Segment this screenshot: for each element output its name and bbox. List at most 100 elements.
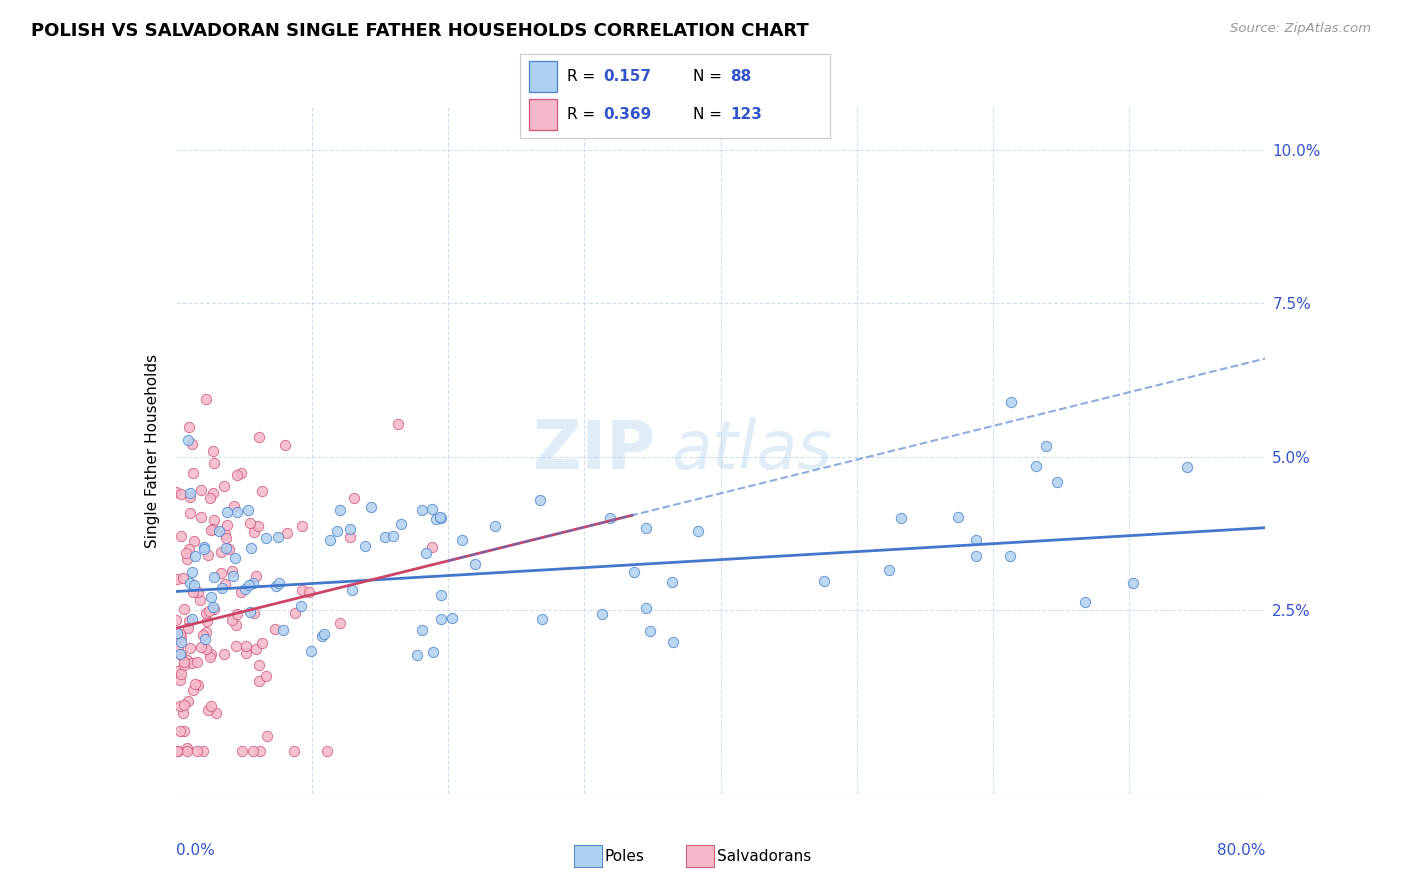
Text: 0.157: 0.157 xyxy=(603,69,652,84)
Bar xyxy=(530,62,557,92)
Point xyxy=(274,437,297,451)
Point xyxy=(315,744,337,758)
Point xyxy=(231,585,253,599)
Point xyxy=(235,639,257,653)
Point xyxy=(184,677,207,691)
Point xyxy=(484,519,506,533)
Point xyxy=(340,583,363,598)
Point xyxy=(247,519,270,533)
Point xyxy=(179,486,201,500)
Point xyxy=(197,549,219,563)
Point xyxy=(173,602,195,616)
Point xyxy=(661,575,683,590)
Point xyxy=(194,632,217,646)
Point xyxy=(183,534,205,549)
Point xyxy=(214,527,236,541)
Text: 0.369: 0.369 xyxy=(603,107,652,122)
Text: R =: R = xyxy=(567,69,600,84)
Point xyxy=(170,630,193,644)
Point xyxy=(339,523,361,537)
Point xyxy=(176,546,198,560)
Point xyxy=(194,641,217,656)
Point xyxy=(291,582,314,597)
Point xyxy=(194,606,217,620)
Point xyxy=(238,578,260,592)
Bar xyxy=(530,99,557,130)
Point xyxy=(208,524,231,538)
Point xyxy=(184,549,207,563)
Point xyxy=(1000,395,1022,409)
Point xyxy=(222,500,245,514)
Point xyxy=(256,729,278,743)
Point xyxy=(173,698,195,713)
Point xyxy=(181,437,204,451)
Point xyxy=(283,744,305,758)
Point xyxy=(273,623,295,637)
Point xyxy=(176,744,198,758)
Point xyxy=(214,541,236,555)
Point xyxy=(166,572,188,586)
Point xyxy=(200,524,222,538)
Point xyxy=(233,582,256,597)
Point xyxy=(225,639,247,653)
Point xyxy=(169,626,191,640)
Point xyxy=(191,628,214,642)
Point xyxy=(221,614,243,628)
Point xyxy=(183,578,205,592)
Point xyxy=(319,533,342,547)
Point xyxy=(946,509,969,524)
Text: N =: N = xyxy=(693,69,727,84)
Point xyxy=(200,647,222,661)
Point xyxy=(181,656,204,670)
Point xyxy=(422,645,444,659)
Point xyxy=(190,510,212,524)
Point xyxy=(181,466,204,480)
Point xyxy=(201,444,224,458)
Point xyxy=(172,706,194,720)
Point xyxy=(169,724,191,739)
Point xyxy=(464,558,486,572)
Point xyxy=(176,551,198,566)
Point xyxy=(243,525,266,540)
Point xyxy=(177,433,200,447)
Point xyxy=(382,529,405,543)
Point xyxy=(186,655,208,669)
Point xyxy=(186,744,208,758)
Point xyxy=(890,511,912,525)
Point xyxy=(247,673,270,688)
Point xyxy=(1122,576,1144,591)
Point xyxy=(173,724,195,739)
Point xyxy=(343,491,366,505)
Point xyxy=(1000,549,1022,563)
Point xyxy=(411,623,433,637)
Point xyxy=(214,531,236,545)
Text: Poles: Poles xyxy=(605,849,644,863)
Point xyxy=(254,669,277,683)
Text: N =: N = xyxy=(693,107,727,122)
Point xyxy=(169,647,191,661)
Point xyxy=(169,487,191,501)
Point xyxy=(218,542,240,557)
Point xyxy=(193,541,215,556)
Point xyxy=(1074,595,1097,609)
Point xyxy=(179,506,201,520)
Point xyxy=(202,456,225,470)
Point xyxy=(242,744,264,758)
Point xyxy=(200,649,222,664)
Point xyxy=(314,627,336,641)
Point xyxy=(173,657,195,672)
Point xyxy=(451,533,474,548)
Point xyxy=(179,575,201,590)
Point xyxy=(176,653,198,667)
Text: R =: R = xyxy=(567,107,600,122)
Point xyxy=(200,491,222,505)
Point xyxy=(179,640,201,655)
Point xyxy=(225,607,247,622)
Point xyxy=(188,593,211,607)
Point xyxy=(165,485,187,500)
Point xyxy=(169,673,191,687)
Point xyxy=(225,504,247,518)
Point xyxy=(965,549,987,563)
Point xyxy=(686,524,709,539)
Text: 80.0%: 80.0% xyxy=(1218,843,1265,858)
